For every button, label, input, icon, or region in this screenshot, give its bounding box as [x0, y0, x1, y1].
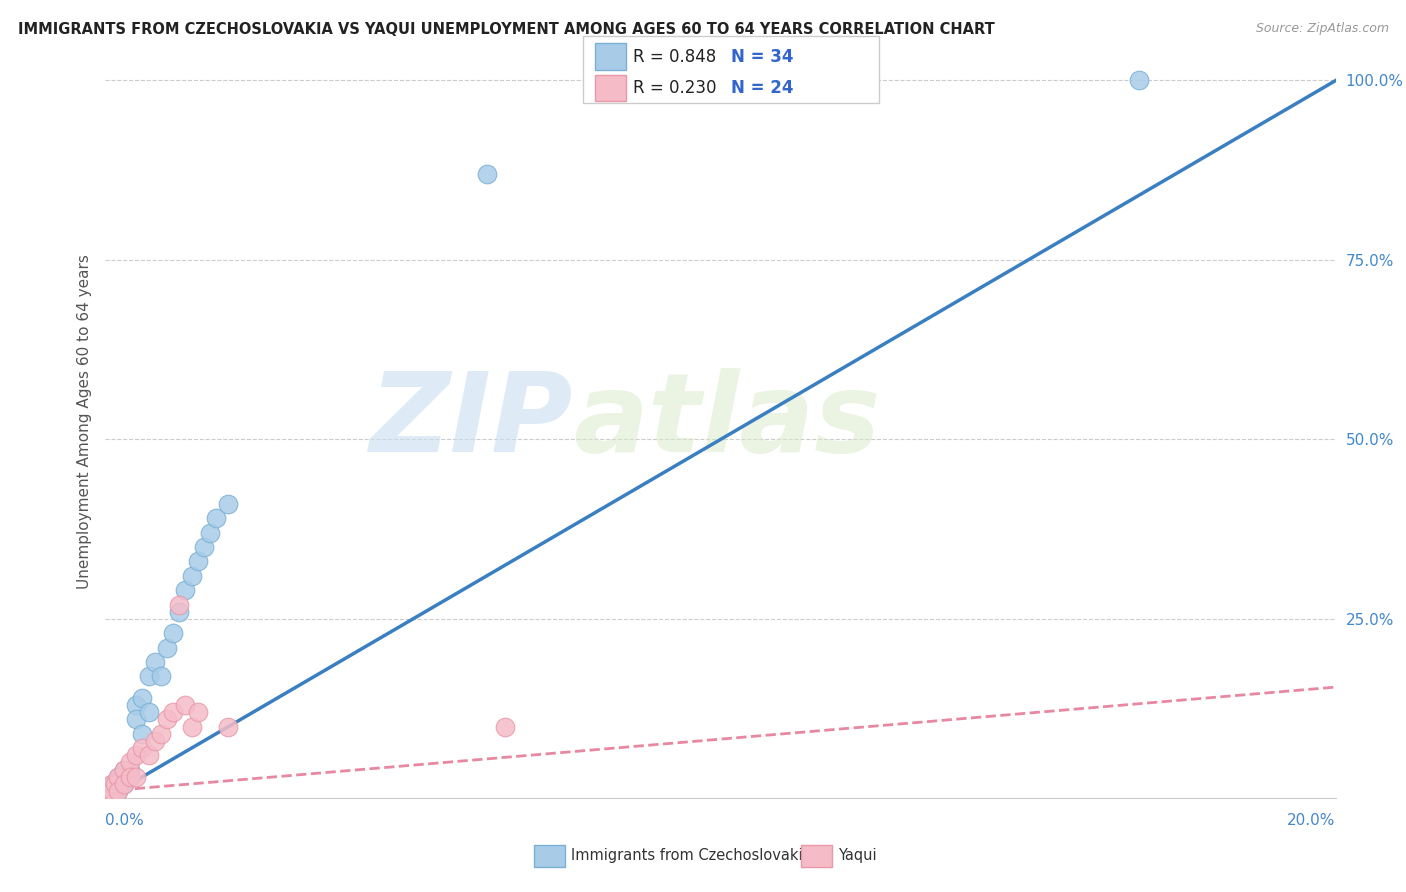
Point	[131, 690, 153, 705]
Point	[97, 784, 120, 798]
Point	[174, 583, 197, 598]
Point	[162, 626, 184, 640]
Point	[138, 748, 160, 763]
Point	[97, 784, 120, 798]
Text: atlas: atlas	[574, 368, 880, 475]
Point	[107, 784, 129, 798]
Point	[218, 720, 240, 734]
Point	[143, 655, 166, 669]
Point	[162, 705, 184, 719]
Text: N = 34: N = 34	[731, 47, 793, 66]
Point	[120, 770, 141, 784]
Text: 20.0%: 20.0%	[1288, 814, 1336, 828]
Point	[138, 705, 160, 719]
Point	[205, 511, 228, 525]
Point	[104, 777, 127, 791]
Text: Immigrants from Czechoslovakia: Immigrants from Czechoslovakia	[571, 848, 811, 863]
Point	[125, 712, 148, 726]
Point	[149, 669, 172, 683]
Point	[112, 763, 135, 777]
Point	[125, 748, 148, 763]
Point	[475, 167, 498, 181]
Point	[120, 756, 141, 770]
Point	[156, 640, 179, 655]
Point	[112, 777, 135, 791]
Point	[156, 712, 179, 726]
Point	[198, 525, 221, 540]
Point	[110, 777, 132, 791]
Point	[138, 669, 160, 683]
Point	[131, 727, 153, 741]
Point	[100, 777, 122, 791]
Point	[107, 770, 129, 784]
Point	[112, 770, 135, 784]
Point	[193, 540, 215, 554]
Text: 0.0%: 0.0%	[105, 814, 145, 828]
Point	[104, 784, 127, 798]
Point	[125, 770, 148, 784]
Text: IMMIGRANTS FROM CZECHOSLOVAKIA VS YAQUI UNEMPLOYMENT AMONG AGES 60 TO 64 YEARS C: IMMIGRANTS FROM CZECHOSLOVAKIA VS YAQUI …	[18, 22, 995, 37]
Text: N = 24: N = 24	[731, 79, 793, 97]
Point	[180, 569, 202, 583]
Point	[180, 720, 202, 734]
Point	[120, 763, 141, 777]
Point	[112, 763, 135, 777]
Point	[169, 605, 191, 619]
Point	[149, 727, 172, 741]
Point	[143, 734, 166, 748]
Point	[169, 598, 191, 612]
Y-axis label: Unemployment Among Ages 60 to 64 years: Unemployment Among Ages 60 to 64 years	[76, 254, 91, 589]
Point	[100, 777, 122, 791]
Point	[1128, 73, 1150, 87]
Point	[218, 497, 240, 511]
Point	[100, 784, 122, 798]
Point	[107, 770, 129, 784]
Text: Source: ZipAtlas.com: Source: ZipAtlas.com	[1256, 22, 1389, 36]
Point	[120, 770, 141, 784]
Text: Yaqui: Yaqui	[838, 848, 876, 863]
Point	[187, 705, 209, 719]
Point	[100, 784, 122, 798]
Point	[107, 784, 129, 798]
Point	[112, 777, 135, 791]
Text: R = 0.230: R = 0.230	[633, 79, 716, 97]
Text: ZIP: ZIP	[370, 368, 574, 475]
Text: R = 0.848: R = 0.848	[633, 47, 716, 66]
Point	[125, 698, 148, 712]
Point	[494, 720, 516, 734]
Point	[187, 554, 209, 568]
Point	[107, 777, 129, 791]
Point	[131, 741, 153, 756]
Point	[104, 777, 127, 791]
Point	[174, 698, 197, 712]
